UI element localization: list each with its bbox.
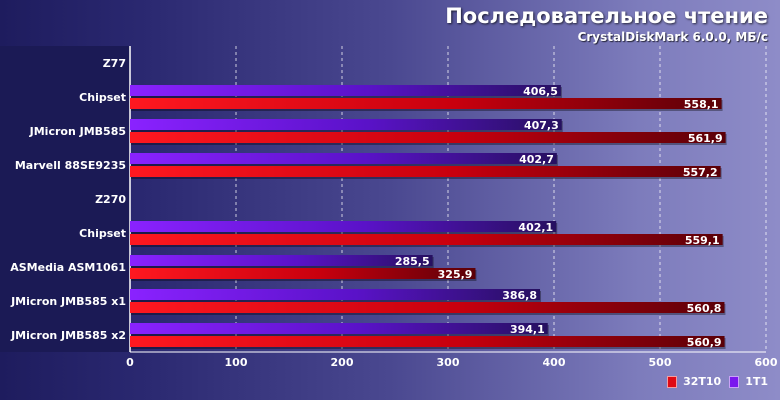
data-label-32t10: 557,2 xyxy=(683,166,718,179)
category-label: JMicron JMB585 x1 xyxy=(10,295,126,308)
bar-1t1 xyxy=(130,119,562,130)
category-label: Z77 xyxy=(103,57,126,70)
legend-swatch-32t10 xyxy=(667,375,678,388)
data-label-32t10: 558,1 xyxy=(684,98,719,111)
category-label: ASMedia ASM1061 xyxy=(10,261,126,274)
data-label-32t10: 559,1 xyxy=(685,234,720,247)
category-label: Chipset xyxy=(79,91,126,104)
chart-title: Последовательное чтение xyxy=(445,4,768,28)
chart-subtitle: CrystalDiskMark 6.0.0, МБ/с xyxy=(577,30,768,44)
data-label-1t1: 394,1 xyxy=(510,323,545,336)
x-tick-label: 0 xyxy=(126,356,134,369)
bar-1t1 xyxy=(130,153,557,164)
data-label-32t10: 560,8 xyxy=(687,302,722,315)
data-label-32t10: 561,9 xyxy=(688,132,723,145)
data-label-1t1: 406,5 xyxy=(523,85,558,98)
category-panel xyxy=(0,46,130,352)
data-label-32t10: 325,9 xyxy=(438,268,473,281)
x-tick-label: 400 xyxy=(543,356,566,369)
data-label-32t10: 560,9 xyxy=(687,336,722,349)
x-tick-label: 100 xyxy=(225,356,248,369)
bar-32t10 xyxy=(130,336,725,347)
data-label-1t1: 407,3 xyxy=(524,119,559,132)
bar-32t10 xyxy=(130,166,721,177)
legend-label-32t10: 32T10 xyxy=(683,375,722,388)
category-label: JMicron JMB585 xyxy=(29,125,126,138)
bar-1t1 xyxy=(130,221,557,232)
category-label: Z270 xyxy=(95,193,126,206)
legend-label-1t1: 1T1 xyxy=(745,375,768,388)
bar-32t10 xyxy=(130,268,476,279)
bar-1t1 xyxy=(130,85,561,96)
bar-1t1 xyxy=(130,323,548,334)
chart-legend: 32T10 1T1 xyxy=(667,375,768,388)
bar-1t1 xyxy=(130,289,541,300)
x-tick-label: 600 xyxy=(755,356,778,369)
data-label-1t1: 402,1 xyxy=(518,221,553,234)
legend-swatch-1t1 xyxy=(729,375,740,388)
bar-32t10 xyxy=(130,302,725,313)
data-label-1t1: 285,5 xyxy=(395,255,430,268)
bar-32t10 xyxy=(130,234,723,245)
bar-32t10 xyxy=(130,98,722,109)
x-tick-label: 200 xyxy=(331,356,354,369)
category-label: Chipset xyxy=(79,227,126,240)
x-tick-label: 500 xyxy=(649,356,672,369)
x-tick-label: 300 xyxy=(437,356,460,369)
category-label: Marvell 88SE9235 xyxy=(15,159,126,172)
category-label: JMicron JMB585 x2 xyxy=(10,329,126,342)
legend-item-1t1: 1T1 xyxy=(729,375,768,388)
bar-1t1 xyxy=(130,255,433,266)
legend-item-32t10: 32T10 xyxy=(667,375,721,388)
data-label-1t1: 402,7 xyxy=(519,153,554,166)
data-label-1t1: 386,8 xyxy=(502,289,537,302)
bar-32t10 xyxy=(130,132,726,143)
